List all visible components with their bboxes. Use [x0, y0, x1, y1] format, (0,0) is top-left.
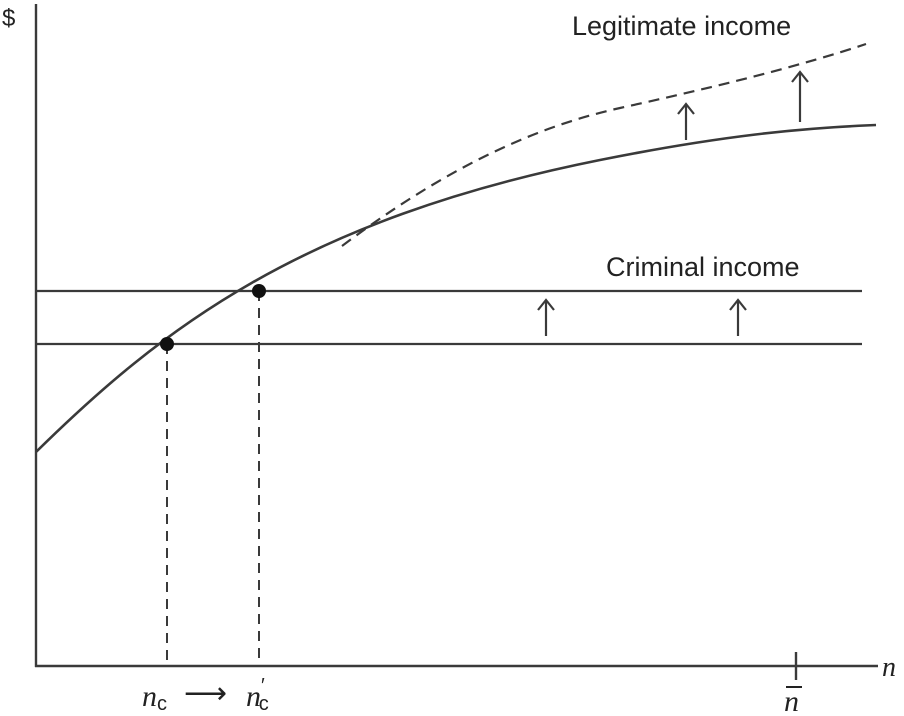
legitimate-income-curve	[35, 123, 877, 453]
svg-text:n: n	[784, 685, 799, 716]
up-arrow-icon	[677, 102, 695, 140]
tick-label-nc: nc	[142, 680, 167, 715]
tick-label-nc-prime: n′ c	[246, 675, 269, 715]
x-axis-label: n	[882, 652, 896, 683]
legitimate-income-label: Legitimate income	[572, 11, 791, 41]
criminal-income-label: Criminal income	[606, 252, 800, 282]
tick-label-n-bar: n	[784, 685, 802, 716]
up-arrow-icon	[791, 70, 809, 122]
shift-arrow-icon: ⟶	[184, 677, 227, 710]
point-nc-prime	[252, 284, 266, 298]
legitimate-income-curve-shifted	[341, 42, 867, 247]
y-axis-label: $	[2, 5, 15, 32]
point-nc	[160, 337, 174, 351]
up-arrow-icon	[537, 298, 555, 336]
up-arrow-icon	[729, 298, 747, 336]
